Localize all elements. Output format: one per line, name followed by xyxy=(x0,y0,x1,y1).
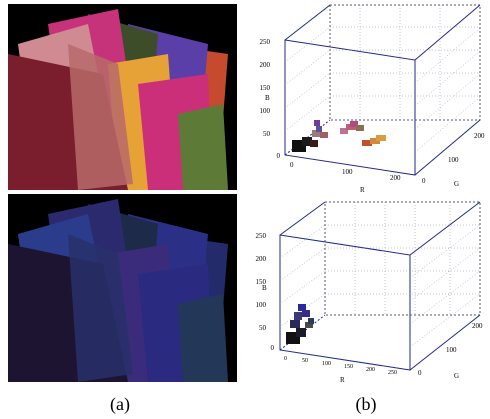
b-tick: 250 xyxy=(260,38,271,46)
g-tick: 200 xyxy=(472,322,483,330)
b-tick: 100 xyxy=(260,107,271,115)
point-cluster xyxy=(292,120,386,152)
b-axis-label: B xyxy=(262,284,267,292)
r-tick: 50 xyxy=(302,358,308,364)
g-tick: 200 xyxy=(474,132,485,140)
b-tick: 50 xyxy=(259,324,267,332)
caption-a: (a) xyxy=(110,394,130,414)
photo-low-light xyxy=(8,194,237,382)
rgb-scatter-top: 250 200 150 100 50 0 B 0 100 200 R 0 100… xyxy=(250,0,490,195)
point-cluster xyxy=(286,304,314,344)
b-tick: 150 xyxy=(256,278,267,286)
g-axis-label: G xyxy=(454,180,459,188)
r-tick: 100 xyxy=(342,168,353,176)
b-axis-label: B xyxy=(265,94,270,102)
g-tick: 100 xyxy=(446,346,457,354)
r-tick: 0 xyxy=(290,161,294,169)
b-tick: 200 xyxy=(260,61,271,69)
r-axis-label: R xyxy=(360,186,365,194)
b-tick: 100 xyxy=(256,301,267,309)
b-tick: 250 xyxy=(256,232,267,240)
r-axis-label: R xyxy=(340,376,345,384)
photo-daylight xyxy=(8,4,237,190)
b-tick: 0 xyxy=(271,344,275,352)
r-tick: 200 xyxy=(366,367,375,373)
b-tick: 200 xyxy=(256,255,267,263)
r-tick: 200 xyxy=(390,174,401,182)
r-tick: 100 xyxy=(322,361,331,367)
r-tick: 0 xyxy=(284,356,287,362)
rgb-scatter-bottom: 250 200 150 100 50 0 B 0 50 100 150 200 … xyxy=(250,200,490,385)
b-tick: 50 xyxy=(263,130,271,138)
g-axis-label: G xyxy=(454,372,459,380)
g-tick: 100 xyxy=(448,156,459,164)
r-tick: 250 xyxy=(388,370,397,376)
g-tick: 0 xyxy=(422,177,426,185)
caption-b: (b) xyxy=(355,394,377,414)
r-tick: 150 xyxy=(344,364,353,370)
g-tick: 0 xyxy=(418,369,422,377)
b-tick: 0 xyxy=(277,152,281,160)
b-tick: 150 xyxy=(260,84,271,92)
